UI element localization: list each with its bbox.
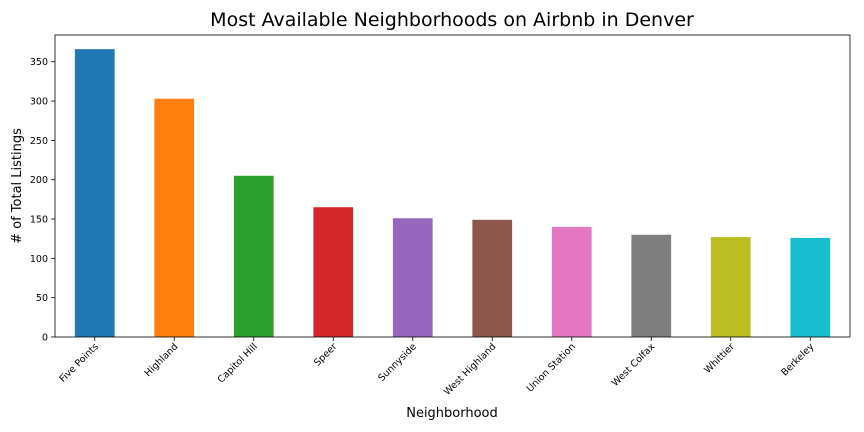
x-axis-label: Neighborhood	[406, 406, 498, 421]
bar-speer	[313, 207, 354, 337]
y-tick-label: 150	[30, 215, 48, 226]
bar-west-colfax	[631, 234, 672, 337]
plot-frame	[54, 34, 851, 338]
x-tick-label: Sunnyside	[376, 341, 419, 384]
x-tick-label: Union Station	[525, 341, 578, 394]
y-axis: 0 50 100 150 200 250 300 350	[30, 57, 55, 344]
x-tick-label: West Colfax	[610, 341, 658, 389]
x-tick-label: Speer	[312, 341, 339, 368]
bar-highland	[154, 98, 195, 337]
y-axis-label: # of Total Listings	[10, 128, 25, 244]
x-tick-label: Highland	[143, 341, 181, 379]
x-axis: Five Points Highland Capitol Hill Speer Sunn…	[57, 337, 817, 398]
bar-sunnyside	[392, 218, 433, 337]
bar-union-station	[551, 226, 592, 337]
bar-whittier	[710, 237, 751, 337]
x-tick-label: Berkeley	[779, 341, 816, 378]
x-tick-label: West Highland	[442, 341, 498, 397]
x-tick-label: Whittier	[702, 341, 737, 376]
y-tick-label: 350	[30, 57, 48, 68]
y-tick-label: 0	[42, 333, 48, 344]
bar-capitol-hill	[233, 175, 274, 337]
y-tick-label: 200	[30, 175, 48, 186]
chart-title: Most Available Neighborhoods on Airbnb i…	[210, 9, 694, 31]
y-tick-label: 100	[30, 254, 48, 265]
bars-group	[74, 49, 831, 337]
x-tick-label: Capitol Hill	[216, 341, 260, 385]
y-tick-label: 50	[36, 293, 48, 304]
y-tick-label: 250	[30, 136, 48, 147]
y-tick-label: 300	[30, 97, 48, 108]
bar-west-highland	[472, 219, 513, 337]
bar-five-points	[74, 49, 115, 337]
x-tick-label: Five Points	[57, 341, 100, 384]
bar-berkeley	[790, 237, 831, 337]
